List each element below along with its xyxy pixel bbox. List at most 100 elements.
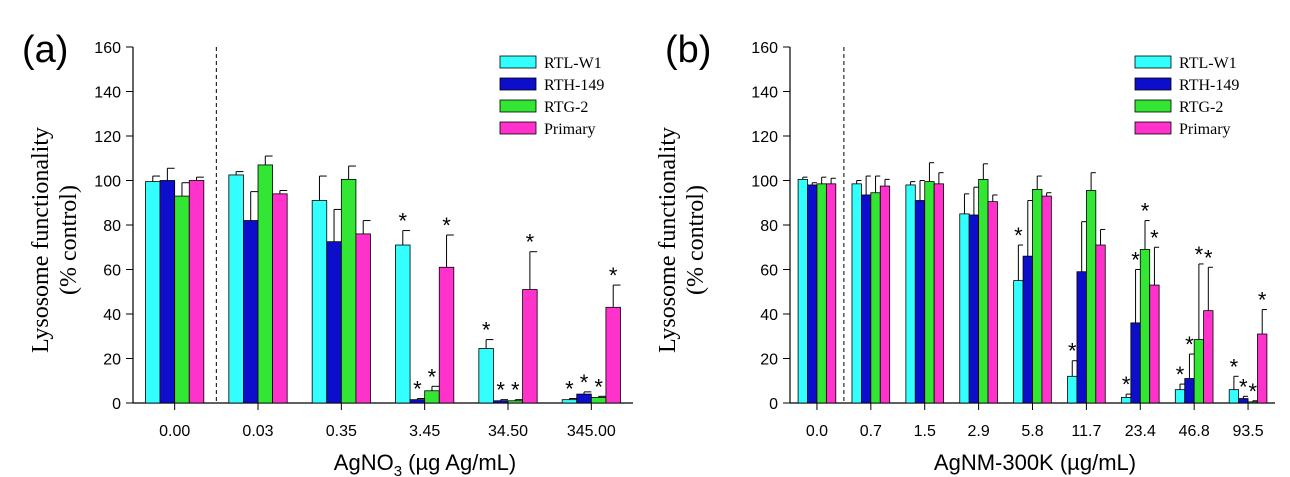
panel-a-plot-area: 0 20 40 60 80 100 120 140 160 0.00 0.03 0.35 3.45 34.…	[94, 40, 633, 440]
a-bar-rtl-w1	[228, 174, 244, 404]
a-y-tick-label: 160	[94, 40, 121, 57]
b-significance-marker: *	[1141, 199, 1150, 224]
b-y-tick-label: 80	[760, 218, 778, 235]
b-bar-primary	[879, 185, 891, 404]
a-legend-label: RTG-2	[544, 99, 588, 116]
panel-b-ylabel-line1: Lysosome functionality	[655, 127, 681, 353]
b-x-tick-label: 11.7	[1071, 423, 1101, 440]
b-bar-primary	[1149, 284, 1160, 404]
a-bar-rth-149	[243, 220, 259, 404]
b-significance-marker: *	[1131, 248, 1140, 273]
b-bar-rth-149	[1022, 255, 1033, 404]
b-significance-marker: *	[1239, 374, 1248, 399]
b-bar-rtg-2	[1085, 190, 1097, 404]
b-bar-rtg-2	[978, 178, 989, 404]
b-bar-rtl-w1	[959, 213, 970, 404]
b-x-tick-label: 46.8	[1179, 423, 1210, 440]
panel-a-x-axis-title: AgNO3 (µg Ag/mL)	[334, 450, 516, 477]
b-y-tick-label: 0	[769, 396, 778, 413]
a-legend-swatch	[499, 121, 537, 135]
a-bar-rth-149	[159, 180, 176, 404]
a-legend-swatch	[499, 99, 537, 113]
a-legend-label: RTH-149	[544, 77, 604, 94]
b-bar-rtg-2	[1139, 249, 1151, 404]
a-significance-marker: *	[594, 374, 603, 399]
panel-a-legend: RTL-W1 RTH-149 RTG-2 Primary	[499, 55, 604, 138]
a-legend-swatch	[499, 77, 537, 91]
b-bar-primary	[1095, 244, 1106, 404]
a-significance-marker: *	[399, 209, 408, 234]
panel-a-ylabel-line1: Lysosome functionality	[28, 127, 54, 353]
b-y-tick-label: 140	[751, 85, 778, 102]
b-legend-label: Primary	[1179, 121, 1231, 138]
b-bar-rth-149	[807, 184, 818, 404]
b-bar-rth-149	[1184, 378, 1195, 404]
panel-b-label: (b)	[665, 29, 711, 71]
a-x-tick-label: 3.45	[409, 423, 440, 440]
b-significance-marker: *	[1195, 242, 1204, 267]
a-y-tick-label: 20	[103, 352, 121, 369]
b-x-tick-label: 1.5	[914, 423, 936, 440]
panel-b-plot-area: 0 20 40 60 80 100 120 140 160 0.0 0.7 1.5 2.9 5.8 11.7…	[751, 40, 1275, 440]
a-bar-primary	[438, 266, 455, 404]
b-legend-label: RTH-149	[1179, 77, 1239, 94]
b-bar-rtg-2	[1032, 188, 1043, 404]
a-x-tick-label: 0.03	[242, 423, 273, 440]
b-y-tick-label: 160	[751, 40, 778, 57]
a-y-tick-label: 120	[94, 129, 121, 146]
b-bar-rtl-w1	[1174, 389, 1186, 404]
b-bar-primary	[987, 201, 998, 404]
a-significance-marker: *	[496, 378, 505, 403]
b-bar-primary	[1257, 333, 1268, 404]
panel-b-y-axis-title: Lysosome functionality (% control)	[655, 127, 709, 353]
a-significance-marker: *	[580, 370, 589, 395]
a-bar-primary	[272, 193, 288, 404]
b-legend-label: RTG-2	[1179, 99, 1223, 116]
a-legend-label: RTL-W1	[544, 55, 602, 72]
b-x-tick-label: 2.9	[967, 423, 989, 440]
b-bar-rtg-2	[870, 192, 881, 404]
b-bar-rth-149	[1130, 322, 1141, 404]
a-significance-marker: *	[526, 230, 535, 255]
a-bar-primary	[188, 180, 205, 404]
a-bar-rtl-w1	[145, 181, 161, 404]
b-y-tick-label: 100	[751, 174, 778, 191]
panel-b-x-axis-title: AgNM-300K (µg/mL)	[934, 450, 1136, 475]
a-legend-swatch	[499, 55, 537, 69]
b-legend-swatch	[1134, 55, 1172, 69]
b-bar-rtg-2	[924, 181, 935, 404]
b-bar-rtl-w1	[1067, 375, 1078, 404]
panel-b-legend: RTL-W1 RTH-149 RTG-2 Primary	[1134, 55, 1239, 138]
b-significance-marker: *	[1068, 339, 1077, 364]
b-bar-rtl-w1	[1228, 389, 1240, 404]
a-x-tick-label: 345.00	[567, 423, 616, 440]
b-significance-marker: *	[1176, 362, 1185, 387]
b-bar-rth-149	[968, 214, 980, 404]
a-bar-rtg-2	[174, 195, 190, 404]
a-significance-marker: *	[609, 263, 618, 288]
a-y-tick-label: 80	[103, 218, 121, 235]
a-bar-primary	[605, 306, 621, 404]
b-y-tick-label: 120	[751, 129, 778, 146]
b-bar-rtl-w1	[1121, 397, 1132, 404]
a-significance-marker: *	[428, 364, 437, 389]
b-significance-marker: *	[1248, 379, 1257, 404]
a-y-tick-label: 100	[94, 174, 121, 191]
b-bar-rtg-2	[816, 183, 827, 404]
a-significance-marker: *	[565, 377, 574, 402]
panel-a-ylabel-line2: (% control)	[56, 185, 82, 295]
panel-b-ylabel-line2: (% control)	[683, 185, 709, 295]
b-legend-label: RTL-W1	[1179, 55, 1237, 72]
a-legend-label: Primary	[544, 121, 596, 138]
b-x-tick-label: 23.4	[1125, 423, 1156, 440]
a-x-tick-label: 0.35	[326, 423, 357, 440]
panel-a-chart: (a) Lysosome functionality (% control) A…	[22, 29, 633, 477]
b-x-tick-label: 0.0	[806, 423, 828, 440]
b-legend-swatch	[1134, 77, 1172, 91]
b-significance-marker: *	[1150, 225, 1159, 250]
a-bar-rtl-w1	[478, 348, 494, 404]
a-y-tick-label: 140	[94, 85, 121, 102]
b-y-tick-label: 20	[760, 352, 778, 369]
b-y-tick-label: 40	[760, 307, 778, 324]
